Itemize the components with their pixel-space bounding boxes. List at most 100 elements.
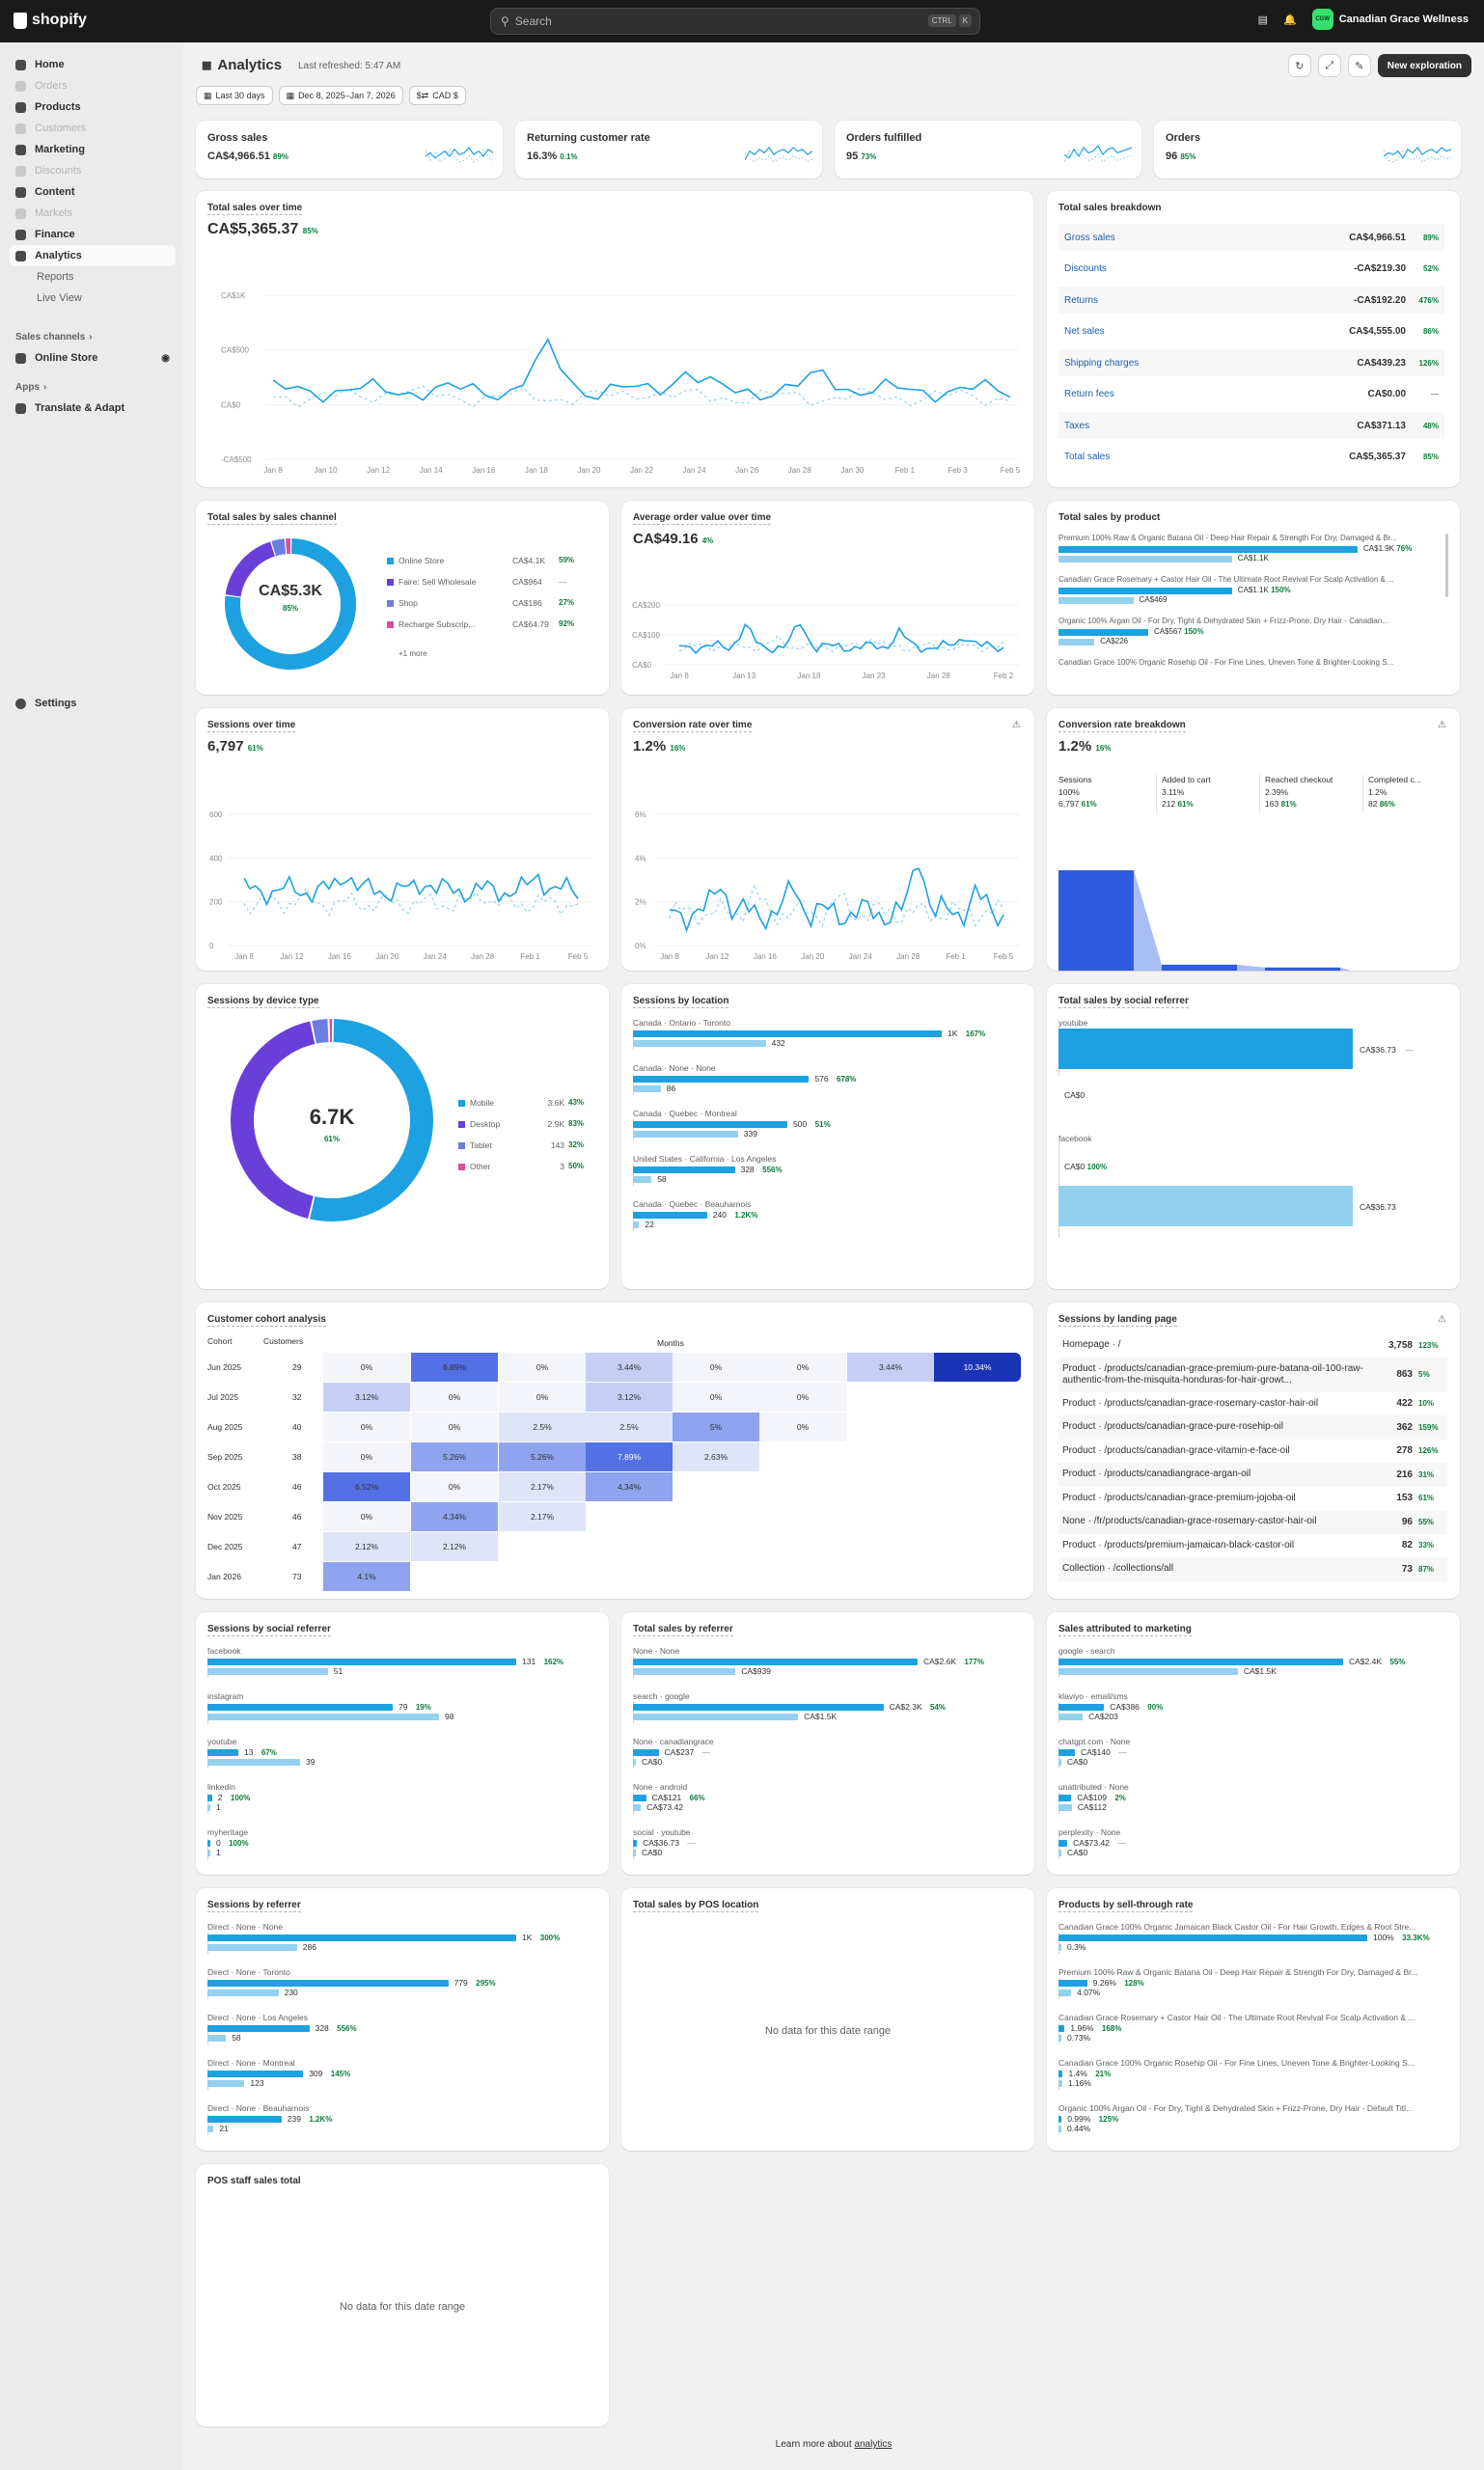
- current-bar[interactable]: [633, 1795, 646, 1801]
- product-name[interactable]: Canadian Grace Rosemary + Castor Hair Oi…: [1058, 575, 1394, 584]
- landing-page-row[interactable]: Product · /products/canadiangrace-argan-…: [1058, 1463, 1447, 1487]
- current-bar[interactable]: [207, 1840, 210, 1847]
- warning-icon[interactable]: ⚠: [1438, 720, 1446, 730]
- current-bar[interactable]: [633, 1704, 884, 1711]
- pos-staff-sales-card[interactable]: POS staff sales total No data for this d…: [196, 2164, 609, 2427]
- landing-page-row[interactable]: Product · /products/canadian-grace-pure-…: [1058, 1415, 1447, 1440]
- previous-bar[interactable]: [207, 2080, 245, 2087]
- sessions-by-location-card[interactable]: Sessions by location Canada · Ontario · …: [621, 984, 1034, 1289]
- cohort-cell[interactable]: 0%: [673, 1353, 759, 1382]
- bar-row-label[interactable]: Direct · None · Los Angeles: [207, 2013, 308, 2022]
- landing-page-row[interactable]: Collection · /collections/all 73 87%: [1058, 1557, 1447, 1581]
- sales-attributed-marketing-card[interactable]: Sales attributed to marketing google · s…: [1047, 1612, 1460, 1875]
- cohort-cell[interactable]: 3.44%: [586, 1353, 673, 1382]
- previous-bar[interactable]: [207, 1944, 297, 1951]
- total-sales-breakdown-card[interactable]: Total sales breakdown Gross sales CA$4,96…: [1047, 191, 1460, 487]
- sessions-by-device-card[interactable]: Sessions by device type 6.7K 61% Mobile 3.…: [196, 984, 609, 1289]
- new-exploration-button[interactable]: New exploration: [1377, 54, 1471, 77]
- device-legend-item[interactable]: Other 3 50%: [458, 1162, 603, 1175]
- landing-page-path[interactable]: Product · /products/canadian-grace-premi…: [1062, 1492, 1296, 1503]
- cohort-cell[interactable]: 0%: [411, 1413, 498, 1441]
- current-bar[interactable]: [1058, 1659, 1343, 1665]
- previous-bar[interactable]: [207, 1759, 300, 1766]
- previous-bar[interactable]: [1058, 1668, 1238, 1675]
- cohort-cell[interactable]: 3.12%: [323, 1383, 410, 1412]
- product-name[interactable]: Canadian Grace 100% Organic Rosehip Oil …: [1058, 658, 1394, 667]
- cohort-cell[interactable]: 2.17%: [499, 1502, 586, 1531]
- previous-bar[interactable]: [633, 1714, 799, 1720]
- kpi-card-gross-sales[interactable]: Gross sales CA$4,966.51 89%: [196, 121, 503, 178]
- device-legend-item[interactable]: Desktop 2.9K 83%: [458, 1119, 603, 1133]
- channel-legend-item[interactable]: Faire: Sell Wholesale CA$964 —: [387, 577, 599, 590]
- funnel-stage-sessions[interactable]: Sessions 100% 6,797 61%: [1058, 775, 1158, 809]
- bar-row-label[interactable]: google · search: [1058, 1646, 1115, 1656]
- cohort-cell[interactable]: 0%: [759, 1383, 846, 1412]
- date-range-filter[interactable]: ▦ Last 30 days: [196, 86, 273, 105]
- previous-bar[interactable]: [1058, 2035, 1061, 2042]
- sidebar-item-home[interactable]: Home: [10, 54, 176, 75]
- previous-bar[interactable]: [207, 1804, 210, 1811]
- previous-bar[interactable]: [1058, 2126, 1061, 2132]
- current-bar[interactable]: [633, 1659, 918, 1665]
- previous-bar[interactable]: [633, 1668, 736, 1675]
- refresh-icon[interactable]: ↻: [1287, 54, 1311, 77]
- previous-bar[interactable]: [207, 2126, 214, 2132]
- bar-row-label[interactable]: Canadian Grace Rosemary + Castor Hair Oi…: [1058, 2013, 1415, 2022]
- warning-icon[interactable]: ⚠: [1438, 1314, 1446, 1325]
- current-bar[interactable]: [1058, 1935, 1367, 1941]
- breakdown-label[interactable]: Total sales: [1064, 452, 1111, 462]
- product-name[interactable]: Premium 100% Raw & Organic Batana Oil - …: [1058, 534, 1397, 542]
- bar-row-label[interactable]: Canadian Grace 100% Organic Rosehip Oil …: [1058, 2058, 1415, 2068]
- total-sales-over-time-card[interactable]: Total sales over time CA$5,365.37 85% CA…: [196, 191, 1033, 487]
- sales-by-channel-card[interactable]: Total sales by sales channel CA$5.3K 85% …: [196, 501, 609, 695]
- bar-row-label[interactable]: facebook: [207, 1646, 241, 1656]
- bar-row-label[interactable]: linkedin: [207, 1782, 235, 1792]
- bar-row-label[interactable]: Canadian Grace 100% Organic Jamaican Bla…: [1058, 1922, 1416, 1932]
- current-bar[interactable]: [1058, 1795, 1072, 1801]
- sidebar-item-orders[interactable]: Orders: [10, 75, 176, 96]
- sales-by-pos-location-card[interactable]: Total sales by POS location No data for …: [621, 1888, 1034, 2151]
- landing-page-path[interactable]: Product · /products/canadian-grace-pure-…: [1062, 1421, 1284, 1433]
- current-bar[interactable]: [633, 1076, 810, 1083]
- previous-bar[interactable]: [633, 1804, 642, 1811]
- cohort-analysis-card[interactable]: Customer cohort analysis Cohort Customer…: [196, 1303, 1033, 1599]
- landing-page-row[interactable]: Product · /products/canadian-grace-rosem…: [1058, 1392, 1447, 1416]
- cohort-cell[interactable]: 3.12%: [586, 1383, 673, 1412]
- cohort-cell[interactable]: 10.34%: [934, 1353, 1021, 1382]
- conversion-over-time-card[interactable]: Conversion rate over time ⚠ 1.2% 16% 6% 4…: [621, 708, 1034, 971]
- breakdown-label[interactable]: Net sales: [1064, 326, 1105, 337]
- cohort-cell[interactable]: 4.34%: [411, 1502, 498, 1531]
- current-bar[interactable]: [207, 1659, 516, 1665]
- previous-bar[interactable]: [1058, 2080, 1062, 2087]
- previous-bar[interactable]: [207, 1714, 439, 1720]
- current-bar[interactable]: [207, 1795, 212, 1801]
- landing-page-path[interactable]: None · /fr/products/canadian-grace-rosem…: [1062, 1516, 1317, 1527]
- previous-bar[interactable]: [1058, 1804, 1072, 1811]
- landing-page-row[interactable]: None · /fr/products/canadian-grace-rosem…: [1058, 1510, 1447, 1534]
- breakdown-label[interactable]: Gross sales: [1064, 232, 1115, 243]
- sales-by-product-card[interactable]: Total sales by product Premium 100% Raw …: [1047, 501, 1460, 695]
- more-link[interactable]: +1 more: [398, 649, 427, 658]
- aov-card[interactable]: Average order value over time CA$49.16 4…: [621, 501, 1034, 695]
- landing-page-path[interactable]: Product · /products/canadian-grace-rosem…: [1062, 1397, 1319, 1409]
- cohort-cell[interactable]: 2.17%: [499, 1472, 586, 1501]
- cohort-cell[interactable]: 0%: [411, 1472, 498, 1501]
- sidebar-item-discounts[interactable]: Discounts: [10, 160, 176, 181]
- edit-icon[interactable]: ✎: [1347, 54, 1371, 77]
- cohort-cell[interactable]: 4.1%: [323, 1562, 410, 1591]
- previous-bar[interactable]: [1058, 1944, 1061, 1951]
- current-bar[interactable]: [207, 2025, 310, 2032]
- bar-row-label[interactable]: myheritage: [207, 1827, 249, 1837]
- eye-icon[interactable]: ◉: [161, 352, 170, 364]
- previous-bar[interactable]: [633, 1131, 738, 1138]
- bar-row-label[interactable]: Canada · Quebec · Beauharnois: [633, 1199, 752, 1209]
- sessions-by-landing-page-card[interactable]: Sessions by landing page ⚠ Homepage · / 3…: [1047, 1303, 1460, 1599]
- cohort-cell[interactable]: 0%: [759, 1413, 846, 1441]
- cohort-cell[interactable]: 0%: [323, 1353, 410, 1382]
- cohort-cell[interactable]: 7.89%: [586, 1442, 673, 1471]
- channel-legend-item[interactable]: Online Store CA$4.1K 59%: [387, 556, 599, 569]
- compare-range-filter[interactable]: ▦ Dec 8, 2025–Jan 7, 2026: [278, 86, 403, 105]
- product-current-bar[interactable]: [1058, 588, 1232, 594]
- inbox-icon[interactable]: ▤: [1257, 14, 1268, 26]
- current-bar[interactable]: [1058, 1704, 1105, 1711]
